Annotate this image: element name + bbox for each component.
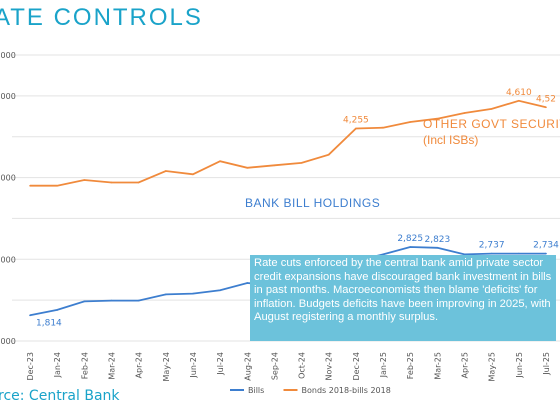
data-point-bills bbox=[137, 299, 140, 302]
legend-label-bills: Bills bbox=[248, 386, 264, 395]
data-labels: 1,814 2,825 2,823 2,737 2,734 4,255 4,610 4,52 bbox=[36, 88, 559, 329]
data-point-bills bbox=[518, 252, 520, 255]
data-point-bills bbox=[436, 247, 439, 249]
data-point-bills bbox=[409, 246, 412, 248]
x-tick-label: Feb-25 bbox=[406, 352, 415, 379]
data-label-bonds: 4,610 bbox=[506, 88, 532, 98]
data-point-bonds bbox=[29, 184, 31, 187]
source-note: rce: Central Bank bbox=[0, 388, 120, 404]
data-point-bonds bbox=[518, 99, 520, 102]
series-line-bonds bbox=[30, 99, 547, 187]
data-point-bills bbox=[83, 300, 86, 303]
data-point-bills bbox=[164, 293, 167, 296]
data-point-bills bbox=[110, 299, 113, 302]
series-label-bills: BANK BILL HOLDINGS bbox=[245, 196, 380, 210]
data-point-bonds bbox=[273, 164, 276, 167]
data-point-bonds bbox=[83, 179, 86, 181]
x-tick-label: Apr-24 bbox=[135, 352, 144, 378]
data-point-bills bbox=[29, 314, 31, 317]
y-tick-label: ,000 bbox=[0, 174, 16, 183]
legend-label-bonds: Bonds 2018-bills 2018 bbox=[302, 386, 391, 395]
data-point-bonds bbox=[436, 117, 439, 120]
x-tick-label: Jan-25 bbox=[379, 352, 388, 378]
y-tick-label: ,000 bbox=[0, 255, 16, 264]
data-point-bonds bbox=[409, 121, 412, 123]
data-point-bills bbox=[463, 253, 466, 256]
data-label-bills: 2,734 bbox=[533, 241, 559, 251]
x-tick-label: Feb-24 bbox=[80, 352, 89, 379]
data-point-bills bbox=[219, 289, 221, 292]
series-labels: BANK BILL HOLDINGS OTHER GOVT SECURITIES (… bbox=[245, 117, 560, 210]
data-label-bonds: 4,255 bbox=[343, 116, 369, 126]
x-tick-label: Nov-24 bbox=[325, 352, 334, 380]
x-tick-label: Jul-24 bbox=[216, 352, 225, 376]
x-tick-label: Jun-25 bbox=[515, 352, 524, 379]
x-tick-label: Oct-24 bbox=[298, 352, 307, 379]
data-point-bills bbox=[382, 253, 384, 256]
data-point-bonds bbox=[463, 112, 466, 114]
x-tick-label: Apr-25 bbox=[461, 352, 470, 378]
x-tick-label: Aug-24 bbox=[243, 352, 252, 381]
x-tick-label: May-25 bbox=[488, 352, 497, 381]
series-sublabel-bonds: (Incl ISBs) bbox=[423, 133, 478, 147]
series-label-bonds: OTHER GOVT SECURITIES bbox=[423, 117, 560, 131]
legend: Bills Bonds 2018-bills 2018 bbox=[230, 386, 391, 395]
data-point-bonds bbox=[110, 181, 113, 184]
y-tick-label: ,000 bbox=[0, 337, 16, 346]
data-point-bonds bbox=[545, 106, 547, 109]
x-tick-label: Jan-24 bbox=[53, 352, 62, 378]
data-label-bills: 2,737 bbox=[479, 241, 505, 251]
y-tick-labels: ,000 ,000 ,000 ,000 ,000 bbox=[0, 51, 16, 346]
x-tick-label: Dec-24 bbox=[352, 352, 361, 381]
x-tick-label: May-24 bbox=[162, 352, 171, 381]
data-point-bonds bbox=[56, 184, 58, 187]
data-label-bills: 2,825 bbox=[397, 234, 423, 244]
data-point-bills bbox=[490, 252, 493, 255]
data-point-bonds bbox=[490, 108, 493, 110]
x-tick-label: Mar-25 bbox=[433, 352, 442, 380]
data-point-bills bbox=[545, 252, 547, 255]
data-point-bonds bbox=[355, 127, 357, 130]
chart-title: ATE CONTROLS bbox=[0, 4, 203, 31]
data-point-bonds bbox=[327, 153, 330, 156]
data-point-bonds bbox=[192, 173, 194, 176]
data-label-bonds: 4,52 bbox=[536, 94, 556, 104]
data-label-bills: 2,823 bbox=[424, 235, 450, 245]
x-tick-label: Jun-24 bbox=[189, 352, 198, 379]
annotation-box: Rate cuts enforced by the central bank a… bbox=[250, 255, 556, 341]
data-point-bills bbox=[56, 309, 58, 311]
x-tick-labels: Dec-23 Jan-24 Feb-24 Mar-24 Apr-24 May-24 Jun-… bbox=[26, 352, 551, 381]
x-tick-label: Dec-23 bbox=[26, 352, 35, 381]
data-point-bonds bbox=[164, 170, 167, 172]
data-point-bonds bbox=[382, 126, 384, 129]
data-point-bills bbox=[192, 292, 194, 295]
data-label-bills: 1,814 bbox=[36, 318, 62, 328]
x-tick-label: Sep-24 bbox=[270, 352, 279, 380]
x-tick-label: Mar-24 bbox=[107, 352, 116, 380]
data-point-bonds bbox=[219, 160, 221, 163]
data-point-bonds bbox=[246, 166, 249, 169]
data-point-bonds bbox=[137, 181, 140, 184]
data-point-bonds bbox=[300, 162, 303, 164]
x-tick-label: Jul-25 bbox=[542, 352, 551, 376]
data-point-bills bbox=[246, 282, 249, 284]
y-tick-label: ,000 bbox=[0, 92, 16, 101]
y-tick-label: ,000 bbox=[0, 51, 16, 60]
